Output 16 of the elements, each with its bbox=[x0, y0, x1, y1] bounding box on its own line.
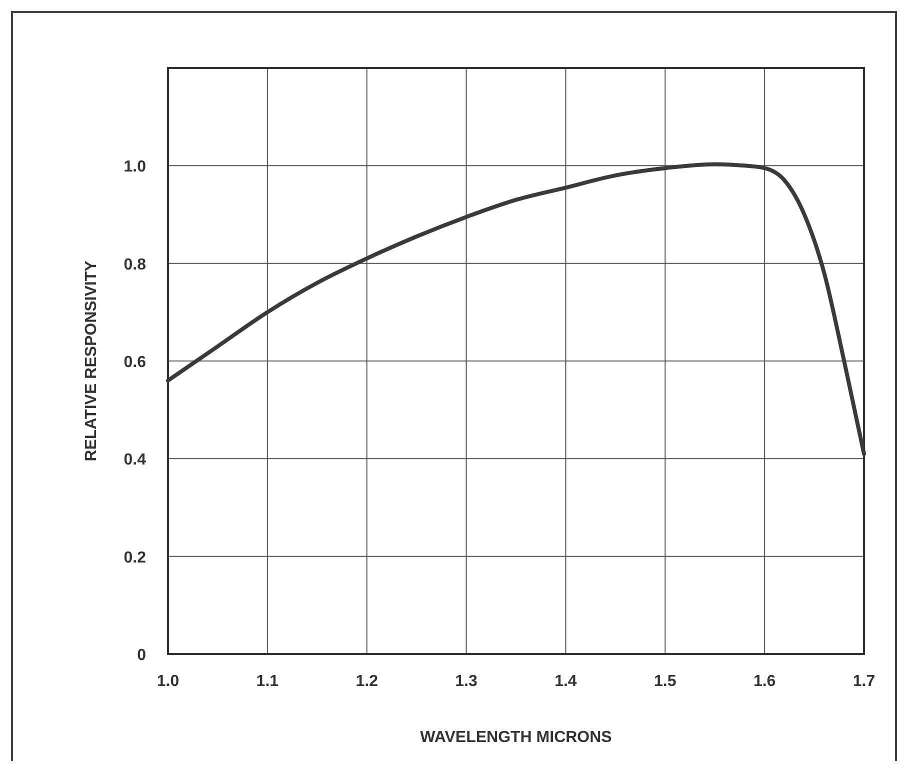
x-tick-label: 1.1 bbox=[256, 673, 279, 690]
y-tick-label: 0.6 bbox=[124, 354, 146, 371]
x-tick-label: 1.6 bbox=[753, 673, 776, 690]
y-axis-title: RELATIVE RESPONSIVITY bbox=[83, 260, 100, 462]
x-tick-label: 1.2 bbox=[356, 673, 378, 690]
y-tick-label: 0 bbox=[137, 647, 146, 664]
x-tick-label: 1.7 bbox=[852, 673, 876, 690]
x-axis-title: WAVELENGTH MICRONS bbox=[420, 729, 612, 746]
x-tick-label: 1.3 bbox=[455, 673, 478, 690]
x-tick-label: 1.0 bbox=[156, 673, 180, 690]
y-tick-label: 0.2 bbox=[124, 549, 146, 566]
x-tick-label: 1.4 bbox=[554, 673, 577, 690]
y-tick-label: 1.0 bbox=[124, 158, 146, 176]
x-tick-label: 1.5 bbox=[654, 673, 676, 690]
y-tick-label: 0.8 bbox=[124, 256, 146, 274]
y-tick-label: 0.4 bbox=[124, 452, 146, 469]
